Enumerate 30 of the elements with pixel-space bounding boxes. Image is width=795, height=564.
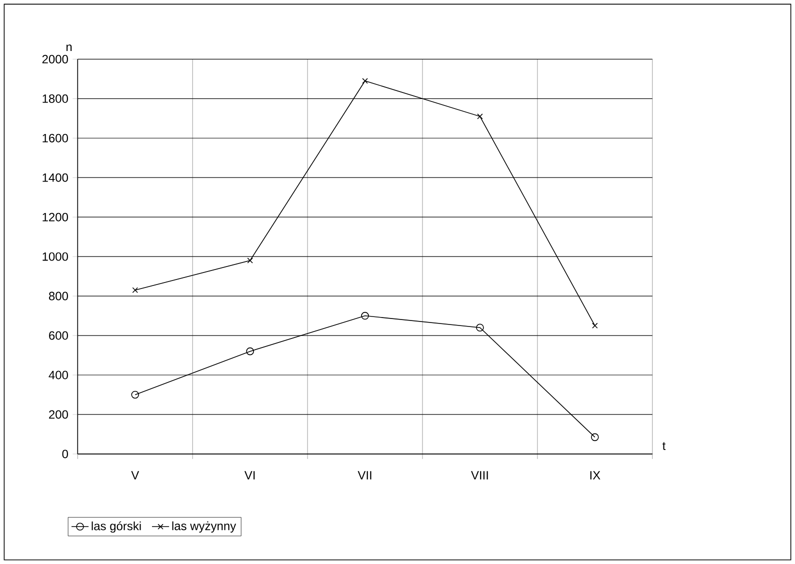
point	[477, 113, 483, 120]
y-tick-label: 1000	[42, 252, 68, 261]
y-tick-label: 800	[48, 292, 68, 300]
y-tick-label: 1800	[42, 94, 68, 103]
y-tick-label: 200	[49, 410, 68, 419]
y-tick-label: 1200	[42, 212, 68, 222]
x-tick-label: VII	[358, 471, 372, 480]
point	[591, 433, 599, 442]
point	[362, 78, 368, 84]
x-tick-label: IX	[590, 471, 600, 480]
y-tick-label: 600	[49, 331, 68, 340]
point	[592, 322, 598, 328]
legend-label: las górski	[92, 521, 141, 533]
x-axis-title: t	[662, 442, 666, 450]
x-tick-label: VI	[244, 471, 255, 480]
legend-label: las wyżynny	[172, 521, 236, 533]
point	[246, 347, 254, 356]
point	[361, 312, 369, 320]
y-tick-label: 1400	[42, 173, 68, 182]
point	[132, 287, 138, 293]
x-tick-label: V	[131, 471, 140, 480]
y-tick-label: 1600	[42, 134, 68, 142]
y-axis-title: n	[66, 44, 72, 51]
x-tick-label: VIII	[471, 471, 488, 480]
point	[476, 324, 484, 332]
y-tick-label: 2000	[42, 54, 68, 64]
y-tick-label: 0	[62, 450, 68, 458]
y-tick-label: 400	[48, 370, 68, 380]
point	[247, 258, 253, 264]
point	[131, 390, 140, 399]
